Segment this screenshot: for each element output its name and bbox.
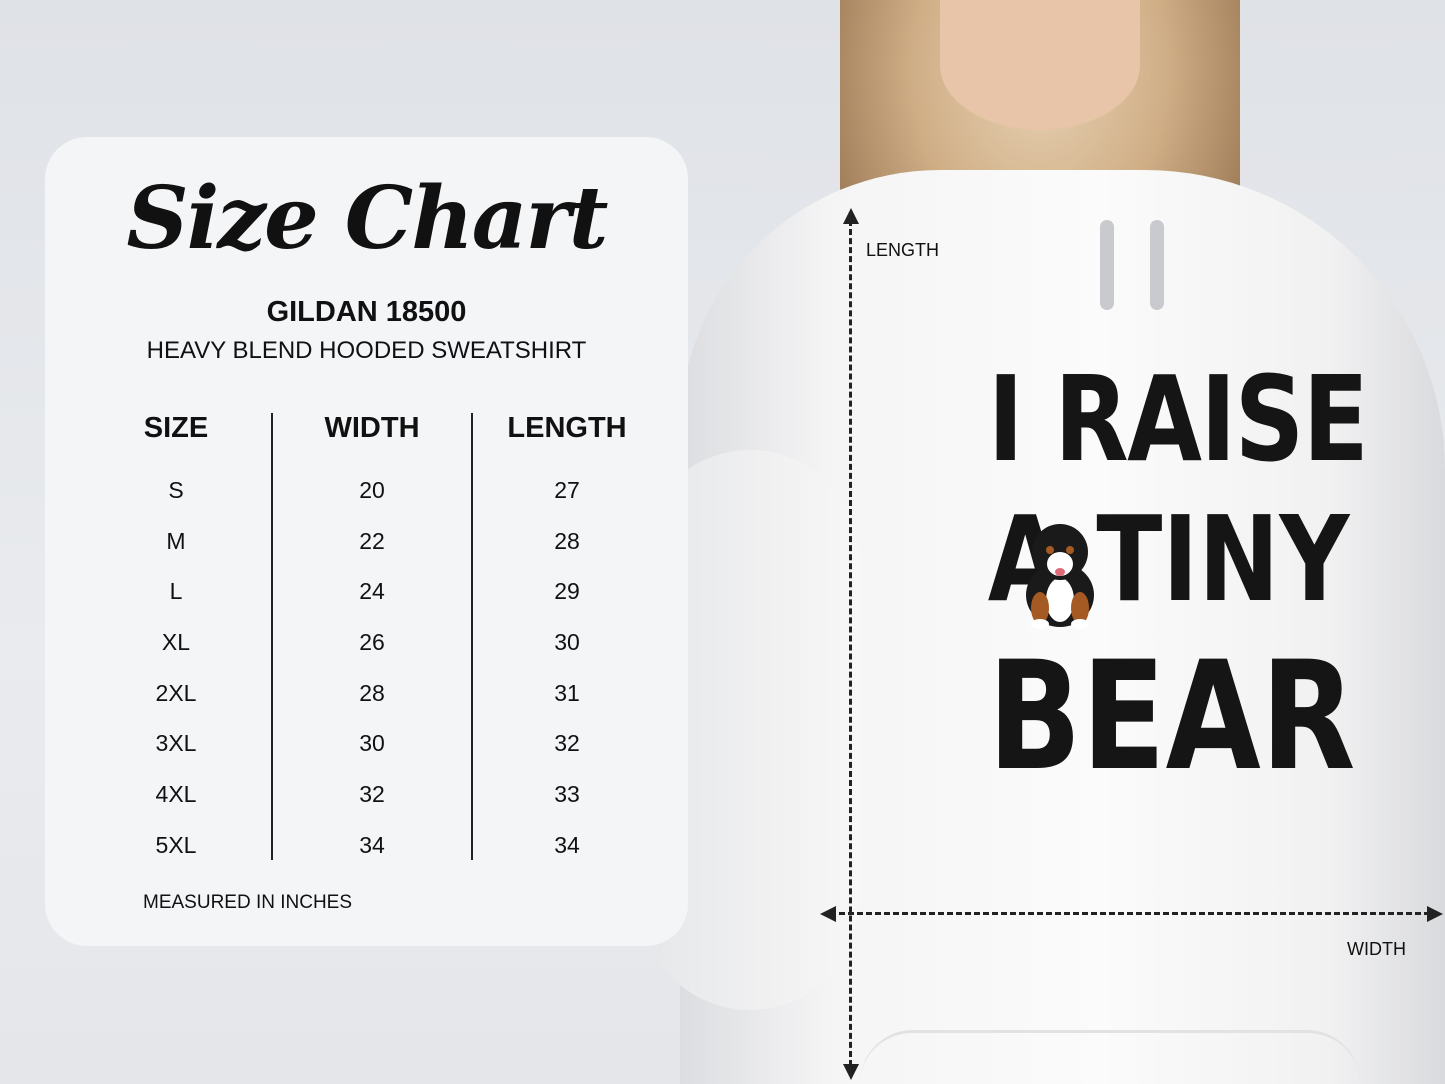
size-cell: 5XL bbox=[155, 831, 197, 858]
drawstring bbox=[1100, 220, 1114, 310]
size-cell: 3XL bbox=[155, 730, 197, 757]
size-cell: XL bbox=[161, 629, 191, 656]
arrow-up-icon bbox=[843, 208, 859, 224]
length-cell: 31 bbox=[554, 679, 580, 706]
length-cell: 32 bbox=[554, 730, 580, 757]
length-cell: 34 bbox=[554, 831, 580, 858]
model-name: GILDAN 18500 bbox=[266, 296, 467, 328]
length-column: LENGTH 27 28 29 30 31 32 33 34 bbox=[469, 409, 665, 881]
face bbox=[940, 0, 1140, 130]
column-divider bbox=[271, 413, 273, 860]
length-cell: 29 bbox=[554, 578, 580, 605]
length-measure-line bbox=[849, 220, 852, 1066]
length-label: LENGTH bbox=[866, 240, 940, 260]
size-cell: 4XL bbox=[155, 781, 197, 808]
pocket bbox=[860, 1030, 1360, 1083]
width-column: WIDTH 20 22 24 26 28 30 32 34 bbox=[274, 409, 470, 881]
product-name: HEAVY BLEND HOODED SWEATSHIRT bbox=[146, 337, 587, 364]
size-cell: M bbox=[166, 527, 186, 554]
print-line: I RAISE bbox=[987, 350, 1369, 488]
length-cell: 27 bbox=[554, 477, 580, 503]
width-cell: 30 bbox=[359, 730, 385, 757]
column-header: SIZE bbox=[143, 412, 209, 444]
size-cell: S bbox=[168, 477, 184, 503]
width-cell: 32 bbox=[359, 781, 385, 808]
width-cell: 34 bbox=[359, 831, 385, 858]
length-cell: 30 bbox=[554, 629, 580, 656]
width-label: WIDTH bbox=[1347, 939, 1406, 959]
size-chart-title: Size Chart bbox=[126, 168, 608, 269]
width-cell: 22 bbox=[359, 527, 385, 554]
width-cell: 20 bbox=[359, 477, 385, 503]
column-header: WIDTH bbox=[324, 412, 420, 444]
print-line: BEAR bbox=[987, 630, 1356, 804]
length-cell: 28 bbox=[554, 527, 580, 554]
measurement-note: MEASURED IN INCHES bbox=[143, 892, 353, 913]
arrow-down-icon bbox=[843, 1064, 859, 1080]
drawstring bbox=[1150, 220, 1164, 310]
arrow-right-icon bbox=[1427, 906, 1443, 922]
width-cell: 26 bbox=[359, 629, 385, 656]
arrow-left-icon bbox=[820, 906, 836, 922]
size-cell: L bbox=[169, 578, 183, 605]
size-chart-card: Size Chart GILDAN 18500 HEAVY BLEND HOOD… bbox=[45, 137, 688, 946]
size-cell: 2XL bbox=[155, 679, 197, 706]
width-cell: 28 bbox=[359, 679, 385, 706]
puppy-illustration bbox=[1026, 524, 1094, 629]
width-cell: 24 bbox=[359, 578, 385, 605]
length-cell: 33 bbox=[554, 781, 580, 808]
column-header: LENGTH bbox=[507, 412, 627, 444]
column-divider bbox=[471, 413, 473, 860]
size-column: SIZE S M L XL 2XL 3XL 4XL 5XL bbox=[78, 409, 274, 881]
hoodie bbox=[640, 170, 1445, 1084]
model-photo: I RAISE A TINY BEAR bbox=[640, 0, 1445, 1084]
width-measure-line bbox=[830, 912, 1430, 915]
